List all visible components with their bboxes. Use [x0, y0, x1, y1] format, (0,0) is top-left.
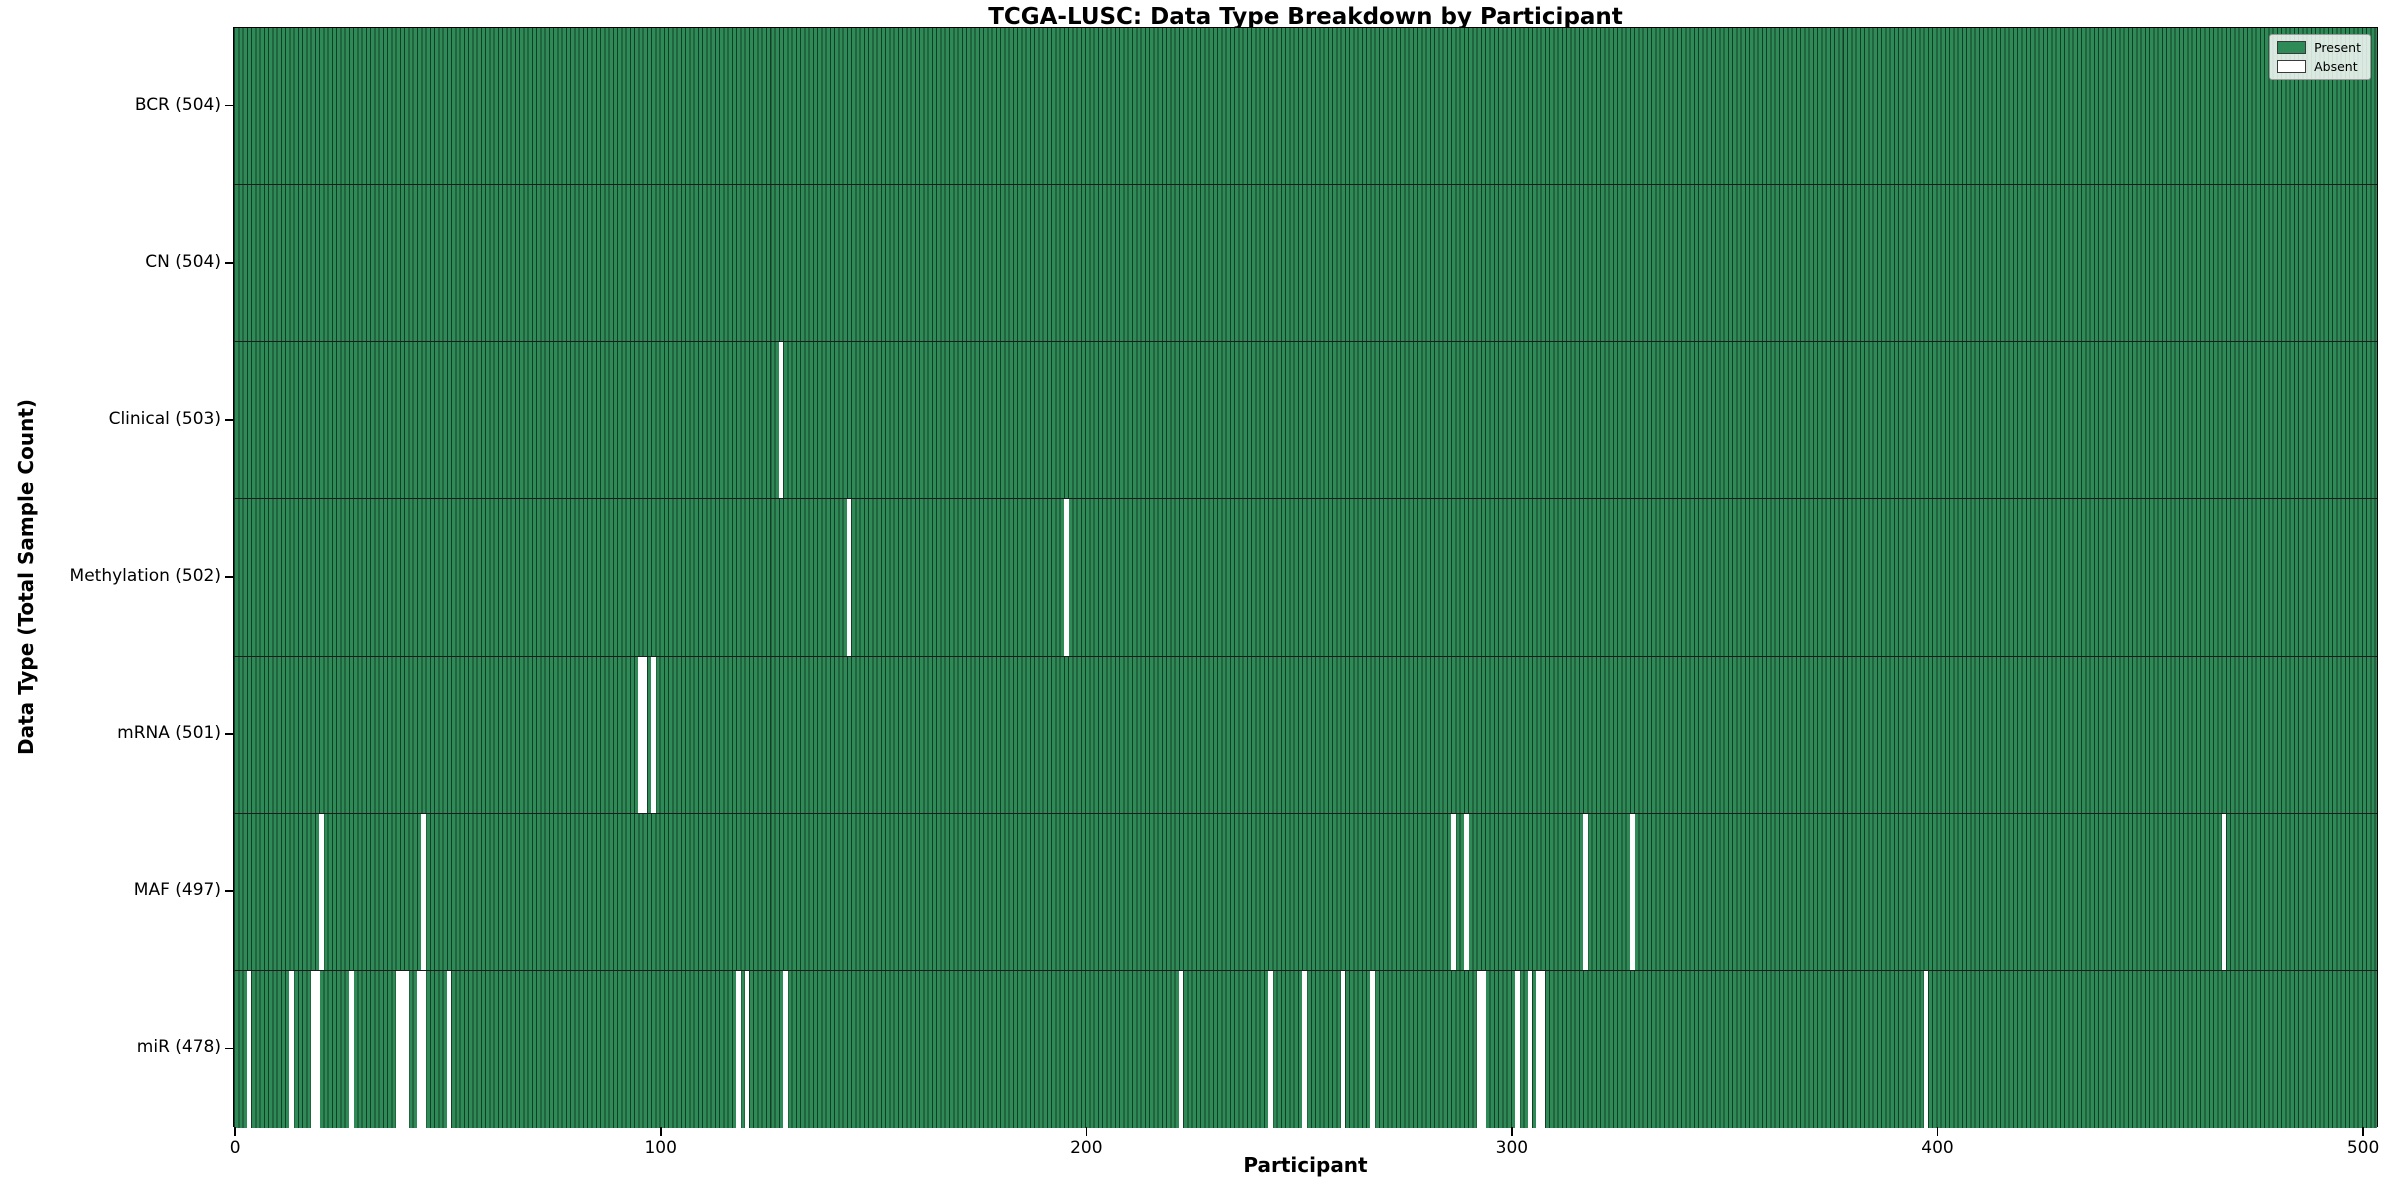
legend-swatch-absent: [2277, 60, 2307, 73]
chart-title: TCGA-LUSC: Data Type Breakdown by Partic…: [988, 4, 1623, 30]
row-methylation: [234, 499, 2377, 657]
xtick-label-0: 0: [229, 1138, 241, 1158]
absent-gap: [395, 970, 401, 1128]
xtick-mark: [1085, 1127, 1088, 1136]
absent-gap: [1629, 813, 1635, 970]
legend-swatch-present: [2277, 41, 2307, 54]
absent-gap: [417, 970, 422, 1128]
absent-gap: [783, 970, 788, 1128]
xtick-mark: [234, 1127, 236, 1136]
absent-gap: [1583, 813, 1588, 970]
absent-gap: [2221, 813, 2227, 970]
ytick-label-cn: CN (504): [145, 251, 221, 272]
ytick-label-bcr: BCR (504): [134, 94, 221, 115]
ytick-mark: [225, 890, 233, 893]
ytick-mark: [225, 419, 233, 421]
ytick-mark: [225, 576, 233, 578]
legend-label-absent: Absent: [2314, 59, 2358, 74]
ytick-label-maf: MAF (497): [133, 880, 221, 901]
absent-gap: [846, 499, 852, 656]
absent-gap: [638, 656, 643, 813]
legend: Present Absent: [2269, 34, 2371, 80]
absent-gap: [348, 970, 354, 1128]
ytick-label-mir: miR (478): [136, 1037, 221, 1058]
absent-gap: [310, 970, 316, 1128]
legend-item-present: Present: [2277, 41, 2361, 54]
plot-area: Present Absent: [233, 27, 2378, 1128]
ytick-label-mrna: mRNA (501): [117, 723, 221, 744]
xtick-label-400: 400: [1921, 1138, 1954, 1158]
absent-gap: [1302, 970, 1307, 1128]
row-mrna: [234, 656, 2377, 814]
absent-gap: [1463, 813, 1469, 970]
absent-gap: [651, 656, 656, 813]
absent-gap: [736, 970, 741, 1128]
ytick-label-clinical: Clinical (503): [108, 408, 221, 429]
absent-gap: [404, 970, 409, 1128]
row-mir: [234, 970, 2377, 1128]
ytick-mark: [225, 104, 233, 107]
ytick-mark: [225, 261, 233, 264]
absent-gap: [1527, 970, 1533, 1128]
row-cn: [234, 185, 2377, 343]
xtick-mark: [659, 1127, 662, 1136]
absent-gap: [1515, 970, 1520, 1128]
absent-gap: [246, 970, 252, 1128]
absent-gap: [446, 970, 452, 1128]
absent-gap: [642, 656, 648, 813]
absent-gap: [1480, 970, 1486, 1128]
absent-gap: [421, 970, 426, 1128]
row-bcr: [234, 28, 2377, 186]
absent-gap: [1370, 970, 1375, 1128]
xtick-label-500: 500: [2346, 1138, 2380, 1158]
absent-gap: [744, 970, 750, 1128]
absent-gap: [1451, 813, 1456, 970]
absent-gap: [1923, 970, 1929, 1128]
absent-gap: [1178, 970, 1184, 1128]
legend-label-present: Present: [2314, 40, 2361, 55]
xtick-mark: [2362, 1127, 2364, 1136]
absent-gap: [421, 813, 426, 970]
absent-gap: [314, 970, 320, 1128]
x-axis-label: Participant: [1243, 1153, 1368, 1177]
legend-item-absent: Absent: [2277, 60, 2361, 73]
absent-gap: [319, 813, 324, 970]
absent-gap: [1063, 499, 1069, 656]
row-clinical: [234, 342, 2377, 500]
absent-gap: [399, 970, 405, 1128]
xtick-label-200: 200: [1070, 1138, 1103, 1158]
xtick-label-100: 100: [644, 1138, 677, 1158]
xtick-mark: [1511, 1127, 1513, 1136]
absent-gap: [778, 342, 784, 499]
row-maf: [234, 813, 2377, 971]
xtick-label-300: 300: [1495, 1138, 1529, 1158]
xtick-mark: [1936, 1127, 1939, 1136]
ytick-mark: [225, 733, 233, 735]
absent-gap: [289, 970, 294, 1128]
absent-gap: [1540, 970, 1546, 1128]
rows-container: [234, 28, 2377, 1128]
absent-gap: [1536, 970, 1541, 1128]
absent-gap: [1268, 970, 1273, 1128]
absent-gap: [1340, 970, 1346, 1128]
ytick-mark: [225, 1047, 233, 1050]
absent-gap: [1476, 970, 1482, 1128]
ytick-label-methylation: Methylation (502): [69, 566, 221, 586]
